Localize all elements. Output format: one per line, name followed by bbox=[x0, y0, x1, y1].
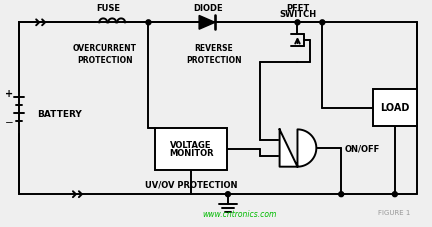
Text: www.cntronics.com: www.cntronics.com bbox=[203, 210, 277, 219]
Polygon shape bbox=[280, 129, 316, 167]
Text: DIODE: DIODE bbox=[193, 5, 223, 13]
Bar bbox=[156, 128, 227, 170]
Text: MONITOR: MONITOR bbox=[169, 149, 213, 158]
Text: OVERCURRENT
PROTECTION: OVERCURRENT PROTECTION bbox=[73, 44, 137, 65]
Circle shape bbox=[146, 20, 151, 25]
Text: ON/OFF: ON/OFF bbox=[344, 145, 379, 153]
Polygon shape bbox=[199, 15, 215, 29]
Circle shape bbox=[226, 192, 230, 197]
Text: VOLTAGE: VOLTAGE bbox=[170, 141, 212, 150]
Text: −: − bbox=[5, 118, 14, 128]
Text: +: + bbox=[5, 89, 13, 99]
Text: FUSE: FUSE bbox=[97, 5, 121, 13]
Bar bbox=[373, 89, 417, 126]
Circle shape bbox=[320, 20, 325, 25]
Text: BATTERY: BATTERY bbox=[37, 110, 82, 119]
Circle shape bbox=[339, 192, 344, 197]
Circle shape bbox=[295, 20, 300, 25]
Text: FIGURE 1: FIGURE 1 bbox=[378, 210, 411, 216]
Text: UV/OV PROTECTION: UV/OV PROTECTION bbox=[145, 180, 238, 189]
Text: REVERSE
PROTECTION: REVERSE PROTECTION bbox=[186, 44, 242, 65]
Text: LOAD: LOAD bbox=[380, 103, 410, 113]
Circle shape bbox=[392, 192, 397, 197]
Text: PFET: PFET bbox=[286, 3, 309, 12]
Text: SWITCH: SWITCH bbox=[279, 10, 316, 19]
